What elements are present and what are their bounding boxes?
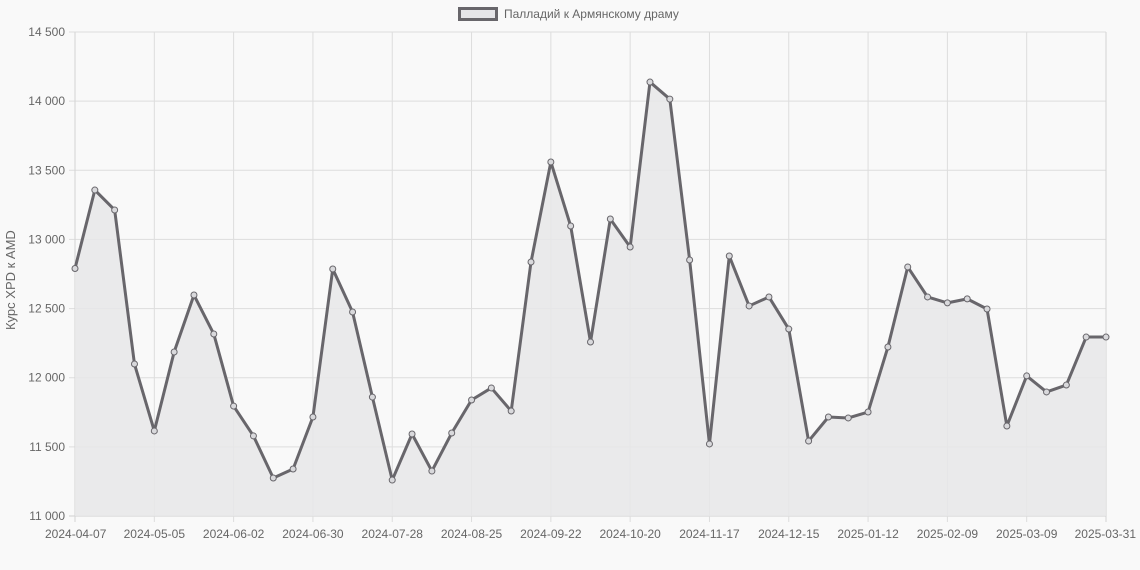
- x-tick-label: 2025-03-31: [1075, 527, 1137, 541]
- data-point: [943, 299, 951, 307]
- data-point: [686, 256, 694, 264]
- data-point: [210, 330, 218, 338]
- data-point: [289, 465, 297, 473]
- data-point: [249, 432, 257, 440]
- data-point: [468, 396, 476, 404]
- data-point: [725, 252, 733, 260]
- x-tick-label: 2024-08-25: [441, 527, 503, 541]
- data-point: [230, 402, 238, 410]
- x-tick-label: 2024-06-30: [282, 527, 344, 541]
- data-point: [745, 302, 753, 310]
- data-point: [91, 186, 99, 194]
- x-tick-label: 2024-12-15: [758, 527, 820, 541]
- data-point: [547, 158, 555, 166]
- data-point: [1082, 333, 1090, 341]
- y-tick-label: 14 000: [28, 94, 65, 108]
- data-point: [646, 78, 654, 86]
- y-axis-title: Курс XPD к AMD: [3, 230, 18, 330]
- data-point: [805, 437, 813, 445]
- data-point: [626, 243, 634, 251]
- data-point: [963, 295, 971, 303]
- series-area: [75, 82, 1106, 517]
- data-point: [765, 293, 773, 301]
- data-point: [448, 429, 456, 437]
- data-point: [1102, 333, 1110, 341]
- y-tick-label: 11 500: [29, 440, 65, 454]
- data-point: [269, 474, 277, 482]
- data-point: [349, 308, 357, 316]
- x-tick-label: 2024-06-02: [203, 527, 265, 541]
- x-tick-label: 2024-11-17: [679, 527, 740, 541]
- data-point: [864, 408, 872, 416]
- data-point: [190, 291, 198, 299]
- data-point: [408, 430, 416, 438]
- data-point: [705, 440, 713, 448]
- data-point: [111, 206, 119, 214]
- data-point: [130, 360, 138, 368]
- data-point: [388, 476, 396, 484]
- data-point: [587, 338, 594, 346]
- y-tick-label: 13 500: [28, 163, 65, 177]
- x-tick-label: 2024-09-22: [520, 527, 582, 541]
- data-point: [1023, 372, 1031, 380]
- data-point: [884, 343, 892, 351]
- data-point: [487, 384, 495, 392]
- data-point: [170, 348, 178, 356]
- data-point: [606, 215, 614, 223]
- y-tick-label: 11 000: [29, 509, 65, 523]
- x-tick-label: 2025-03-09: [996, 527, 1058, 541]
- data-point: [507, 407, 515, 415]
- data-point: [785, 325, 793, 333]
- x-tick-label: 2024-05-05: [124, 527, 186, 541]
- data-point: [527, 258, 535, 266]
- data-point: [329, 265, 337, 273]
- legend-item[interactable]: Палладий к Армянскому драму: [458, 7, 679, 21]
- data-point: [1003, 422, 1011, 430]
- data-point: [71, 264, 79, 272]
- y-tick-label: 12 000: [28, 371, 65, 385]
- legend-swatch: [458, 7, 498, 21]
- y-tick-label: 12 500: [28, 302, 65, 316]
- data-point: [567, 222, 575, 230]
- data-point: [428, 467, 436, 475]
- data-point: [666, 95, 674, 103]
- data-point: [904, 263, 912, 271]
- x-tick-label: 2024-07-28: [362, 527, 424, 541]
- y-tick-label: 14 500: [28, 25, 65, 39]
- x-tick-label: 2024-10-20: [599, 527, 661, 541]
- data-point: [1062, 381, 1070, 389]
- data-point: [824, 413, 832, 421]
- data-point: [368, 393, 376, 401]
- data-point: [1043, 388, 1051, 396]
- x-tick-label: 2025-02-09: [917, 527, 979, 541]
- data-point: [844, 414, 852, 422]
- data-point: [309, 413, 317, 421]
- x-tick-label: 2025-01-12: [837, 527, 899, 541]
- data-point: [983, 305, 991, 313]
- data-point: [150, 427, 158, 435]
- x-tick-label: 2024-04-07: [45, 527, 107, 541]
- data-point: [924, 293, 932, 301]
- y-tick-label: 13 000: [28, 232, 65, 246]
- legend-label: Палладий к Армянскому драму: [504, 7, 679, 21]
